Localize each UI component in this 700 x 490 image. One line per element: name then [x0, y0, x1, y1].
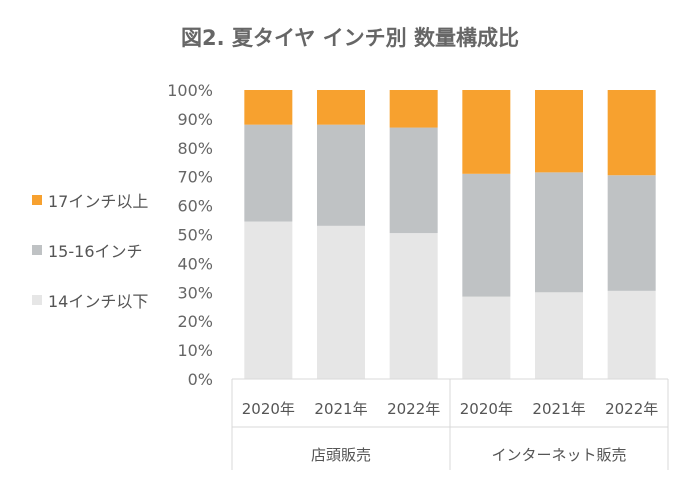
bar-segment [535, 172, 583, 293]
bar-segment [389, 127, 438, 234]
y-tick-label: 30% [177, 283, 213, 302]
x-category-label: 2020年 [460, 400, 513, 418]
bar-segment [389, 90, 438, 128]
legend-label: 14インチ以下 [48, 292, 149, 311]
legend-swatch [32, 245, 42, 255]
bar-segment [244, 124, 293, 222]
x-category-label: 2021年 [532, 400, 585, 418]
legend-label: 17インチ以上 [48, 192, 149, 211]
x-category-label: 2022年 [387, 400, 440, 418]
bar-segment [535, 90, 583, 173]
x-category-label: 2021年 [314, 400, 367, 418]
y-tick-label: 40% [177, 254, 213, 273]
bar-segment [607, 90, 656, 176]
x-category-label: 2020年 [242, 400, 295, 418]
y-tick-label: 100% [167, 81, 213, 100]
y-tick-label: 60% [177, 197, 213, 216]
x-group-label: 店頭販売 [311, 446, 371, 464]
bar-segment [389, 233, 438, 379]
x-group-label: インターネット販売 [491, 446, 626, 464]
y-tick-label: 70% [177, 168, 213, 187]
bar-segment [607, 175, 656, 291]
bar-segment [462, 90, 511, 174]
y-tick-label: 80% [177, 139, 213, 158]
y-tick-label: 10% [177, 341, 213, 360]
legend-item: 14インチ以下 [32, 288, 148, 312]
bar-segment [317, 124, 365, 226]
legend-item: 17インチ以上 [32, 188, 148, 212]
y-tick-label: 50% [177, 226, 213, 245]
legend-item: 15-16インチ [32, 238, 143, 262]
y-tick-label: 20% [177, 312, 213, 331]
x-category-label: 2022年 [605, 400, 658, 418]
bar-segment [317, 90, 365, 125]
legend-label: 15-16インチ [48, 242, 143, 261]
y-tick-label: 0% [188, 370, 213, 389]
legend-swatch [32, 295, 42, 305]
bar-segment [244, 90, 293, 125]
bar-segment [244, 221, 293, 379]
bar-segment [462, 173, 511, 297]
bar-segment [317, 225, 365, 379]
y-tick-label: 90% [177, 110, 213, 129]
bar-segment [462, 296, 511, 379]
bar-segment [535, 292, 583, 379]
chart-title: 図2. 夏タイヤ インチ別 数量構成比 [181, 26, 519, 50]
bar-segment [607, 290, 656, 379]
legend-swatch [32, 195, 42, 205]
